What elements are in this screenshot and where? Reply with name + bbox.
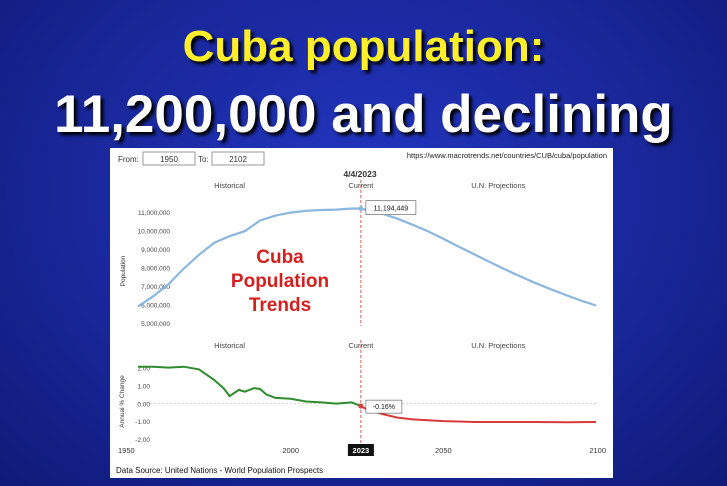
xtick-label: 2023 (353, 446, 370, 455)
xtick-label: 2050 (435, 446, 452, 455)
slide-title-line2: 11,200,000 and declining (54, 85, 673, 144)
top-section-label: U.N. Projections (471, 181, 525, 190)
xtick-label: 1950 (118, 446, 135, 455)
top-ytick-label: 10,000,000 (137, 229, 170, 236)
bottom-ytick-label: -2.00 (135, 437, 150, 444)
change-value-label: -0.16% (373, 404, 395, 411)
annual-change-chart: Historical Current U.N. Projections 2.00 1.0… (118, 340, 606, 456)
slide-title-line1: Cuba population: (182, 22, 545, 71)
population-line-chart: Historical Current U.N. Projections 11,000,… (120, 180, 597, 328)
to-value: 2102 (229, 155, 247, 164)
bottom-section-label: Historical (214, 341, 245, 350)
population-chart: From: 1950 To: 2102 https://www.macrotre… (116, 151, 607, 475)
bottom-ytick-label: -1.00 (135, 419, 150, 426)
top-section-label: Historical (214, 181, 245, 190)
data-source-footer: Data Source: United Nations - World Popu… (116, 466, 323, 475)
bottom-ytick-label: 0.00 (137, 401, 150, 408)
population-value-label: 11,194,449 (374, 206, 409, 213)
overlay-text-line2: Population (231, 271, 329, 292)
change-current-point (358, 403, 364, 409)
top-ytick-label: 11,000,000 (138, 210, 170, 217)
chart-panel: From: 1950 To: 2102 https://www.macrotre… (110, 148, 613, 478)
to-label: To: (198, 155, 209, 164)
projected-change-line (360, 405, 597, 424)
from-input[interactable] (142, 151, 196, 166)
from-value: 1950 (160, 155, 178, 164)
top-ytick-label: 6,000,000 (141, 303, 170, 310)
change-value-box (365, 399, 403, 414)
top-ytick-label: 8,000,000 (141, 266, 170, 273)
to-input[interactable] (211, 151, 265, 166)
current-date: 4/4/2023 (343, 169, 376, 179)
xtick-label: 2000 (282, 446, 299, 455)
top-ylabel: Population (120, 255, 127, 286)
top-ytick-label: 5,000,000 (141, 321, 170, 328)
historical-change-line (138, 365, 362, 408)
bottom-ytick-label: 2.00 (137, 366, 150, 373)
population-current-point (358, 206, 364, 212)
top-ytick-label: 9,000,000 (141, 247, 170, 254)
bottom-section-label: Current (348, 341, 374, 350)
population-series-line (137, 207, 597, 308)
overlay-text-line1: Cuba (256, 247, 304, 268)
xtick-label: 2100 (589, 446, 606, 455)
bottom-ytick-label: 1.00 (137, 383, 150, 390)
bottom-ylabel: Annual % Change (119, 375, 126, 428)
top-ytick-label: 7,000,000 (141, 284, 170, 291)
current-year-tag (347, 444, 374, 456)
bottom-section-label: U.N. Projections (471, 341, 525, 350)
top-section-label: Current (348, 181, 374, 190)
population-value-box (365, 200, 417, 215)
from-label: From: (118, 155, 139, 164)
source-url[interactable]: https://www.macrotrends.net/countries/CU… (407, 151, 607, 160)
overlay-text-line3: Trends (249, 295, 311, 316)
